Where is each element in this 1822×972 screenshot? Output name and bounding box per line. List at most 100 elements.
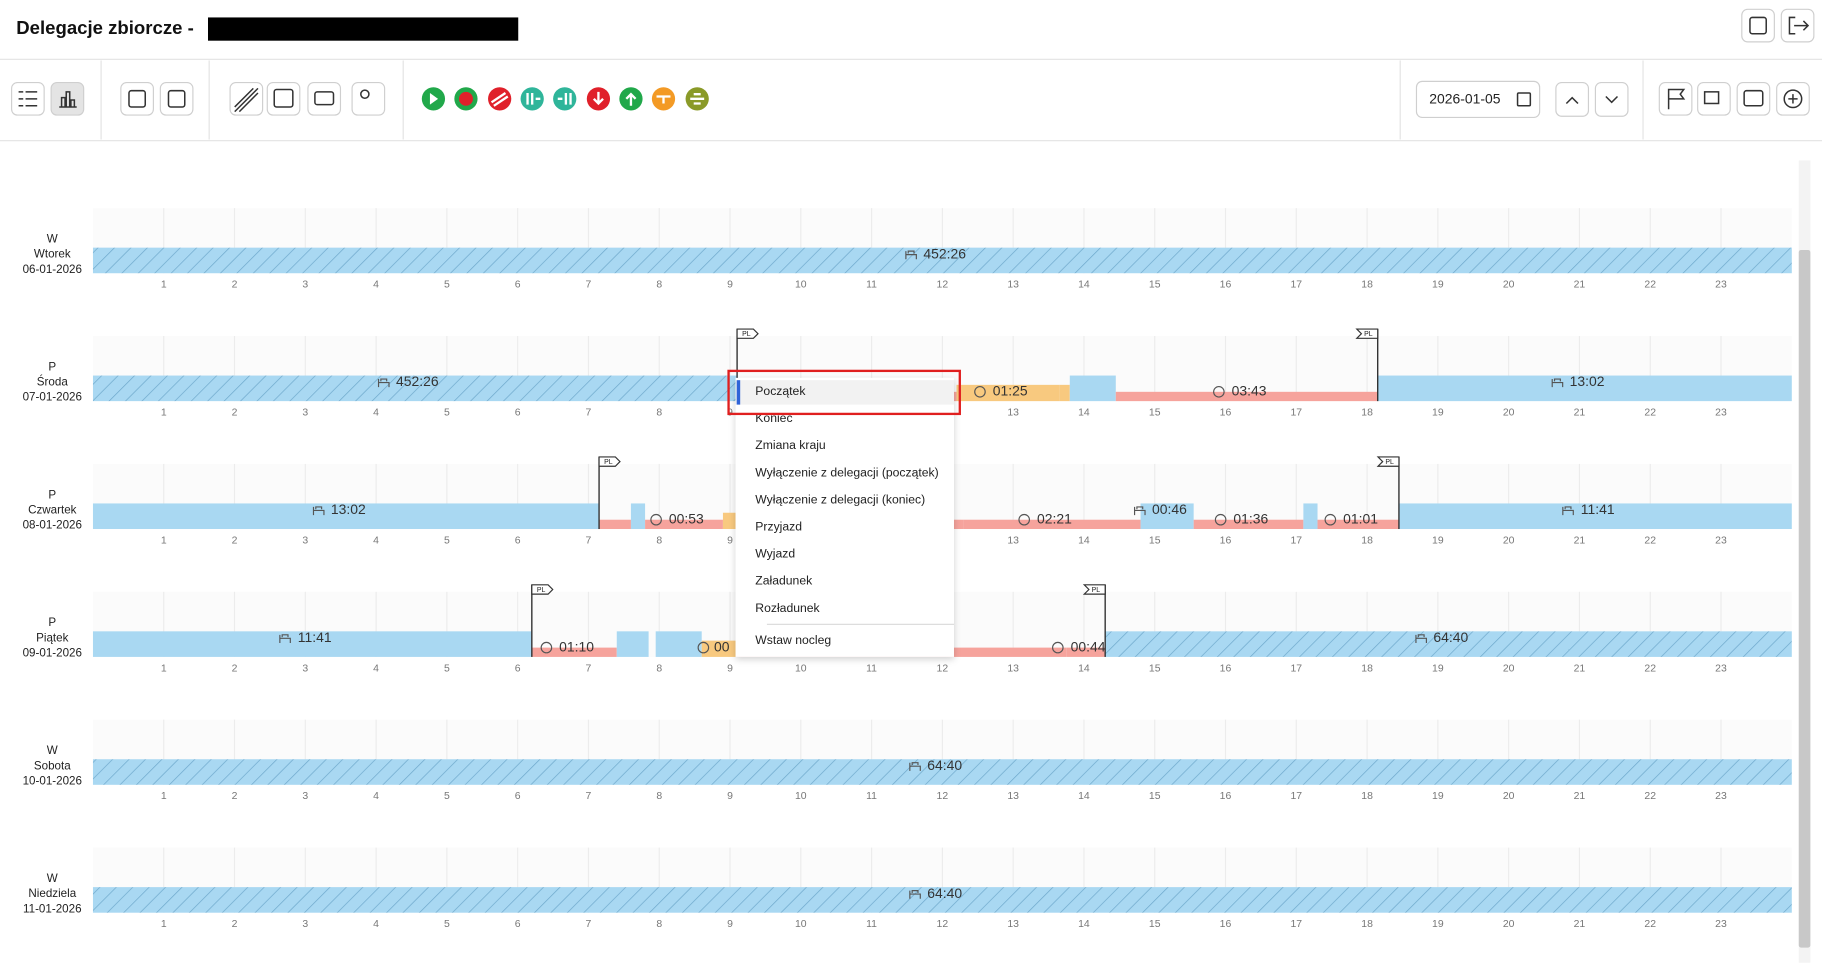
segment-label: 452:26: [396, 373, 439, 389]
segment-drive[interactable]: [963, 519, 1141, 530]
segment-work[interactable]: [722, 512, 738, 530]
tool-button[interactable]: [351, 81, 386, 116]
tool-button[interactable]: [307, 81, 342, 116]
tool-button[interactable]: [120, 81, 154, 116]
hour-label: 20: [1503, 280, 1515, 291]
menu-item[interactable]: Załadunek: [755, 574, 813, 588]
segment-label: 64:40: [1433, 629, 1468, 645]
segment-rest[interactable]: [630, 503, 646, 530]
segment-rest[interactable]: [92, 503, 600, 530]
prev-button[interactable]: [1555, 81, 1590, 117]
tool-button[interactable]: [1736, 81, 1771, 116]
hour-label: 6: [515, 535, 521, 546]
icon: [625, 92, 637, 106]
hour-label: 8: [656, 663, 662, 674]
day-date: 07-01-2026: [23, 391, 82, 404]
segment-drive[interactable]: [1193, 519, 1304, 530]
hour-label: 16: [1220, 919, 1232, 930]
segment-rest[interactable]: [1303, 503, 1318, 530]
segment-drive[interactable]: [1115, 391, 1378, 402]
menu-item[interactable]: Wyłączenie z delegacji (koniec): [755, 492, 925, 506]
segment-label: 13:02: [1570, 373, 1605, 389]
hour-label: 8: [656, 535, 662, 546]
hour-label: 9: [727, 280, 733, 291]
scrollbar-thumb[interactable]: [1798, 249, 1811, 948]
hour-label: 5: [444, 280, 450, 291]
tool-button[interactable]: [159, 81, 194, 116]
hour-label: 14: [1078, 535, 1090, 546]
drive-icon: [1213, 386, 1225, 398]
segment-drive[interactable]: [645, 519, 723, 530]
segment-rest[interactable]: [1377, 375, 1792, 402]
date-input[interactable]: [1415, 80, 1541, 119]
segment-hatched[interactable]: [92, 375, 738, 402]
hour-label: 5: [444, 919, 450, 930]
menu-item[interactable]: Wyłączenie z delegacji (początek): [755, 465, 938, 479]
icon: [59, 91, 77, 108]
truck-button[interactable]: [1697, 81, 1731, 116]
segment-drive[interactable]: [531, 647, 617, 657]
next-button[interactable]: [1594, 81, 1629, 117]
save-button[interactable]: [1741, 8, 1775, 43]
chart-view-button[interactable]: [50, 81, 85, 116]
segment-label: 01:01: [1343, 510, 1378, 526]
segment-rest[interactable]: [1069, 375, 1116, 402]
hour-label: 16: [1220, 535, 1232, 546]
menu-item[interactable]: Wstaw nocleg: [755, 633, 831, 647]
segment-rest[interactable]: [655, 631, 702, 657]
segment-hatched[interactable]: [92, 759, 1792, 785]
hour-label: 9: [727, 663, 733, 674]
hour-label: 7: [586, 535, 592, 546]
menu-item[interactable]: Rozładunek: [755, 601, 820, 615]
flag: [736, 328, 759, 339]
segment-drive[interactable]: [1066, 647, 1106, 657]
segment-hatched[interactable]: [92, 247, 1792, 274]
menu-item[interactable]: Przyjazd: [755, 519, 802, 533]
hour-label: 20: [1503, 535, 1515, 546]
menu-panel: [735, 377, 954, 657]
hour-label: 3: [302, 791, 308, 802]
segment-label: 03:43: [1232, 383, 1267, 399]
hour-label: 3: [302, 663, 308, 674]
hour-label: 2: [232, 663, 238, 674]
segment-rest[interactable]: [616, 631, 649, 657]
day-date: 10-01-2026: [23, 774, 82, 787]
segment-hatched[interactable]: [1105, 631, 1792, 657]
hour-label: 2: [232, 919, 238, 930]
segment-work[interactable]: [1059, 384, 1070, 402]
segment-rest[interactable]: [1398, 503, 1792, 530]
hour-label: 13: [1007, 791, 1019, 802]
hour-label: 15: [1149, 280, 1161, 291]
hour-label: 13: [1007, 663, 1019, 674]
day-name: Czwartek: [28, 503, 77, 516]
menu-item[interactable]: Zmiana kraju: [755, 438, 825, 452]
menu-item[interactable]: Wyjazd: [755, 547, 795, 561]
segment-drive[interactable]: [599, 519, 631, 530]
segment-rest[interactable]: [1140, 503, 1194, 530]
icon: [458, 91, 473, 106]
hour-label: 6: [515, 280, 521, 291]
segment-drive[interactable]: [1317, 519, 1399, 530]
hour-label: 22: [1644, 791, 1656, 802]
drive-icon: [1018, 513, 1031, 526]
hour-label: 17: [1290, 663, 1302, 674]
tool-button[interactable]: [266, 81, 301, 116]
segment-work[interactable]: [701, 640, 738, 657]
hour-label: 10: [795, 791, 807, 802]
menu-item[interactable]: Początek: [755, 384, 806, 398]
hour-label: 15: [1149, 663, 1161, 674]
segment-hatched[interactable]: [92, 887, 1792, 913]
hour-label: 11: [866, 280, 877, 291]
hour-label: 13: [1007, 535, 1019, 546]
segment-rest[interactable]: [92, 631, 532, 657]
hour-label: 21: [1574, 663, 1586, 674]
hour-label: 3: [302, 535, 308, 546]
tool-button[interactable]: [488, 87, 512, 111]
bed-icon: [909, 762, 921, 771]
exit-icon: [1788, 16, 1810, 35]
icon: [1788, 94, 1798, 104]
hour-label: 2: [232, 408, 238, 419]
tool-button[interactable]: [229, 81, 264, 116]
